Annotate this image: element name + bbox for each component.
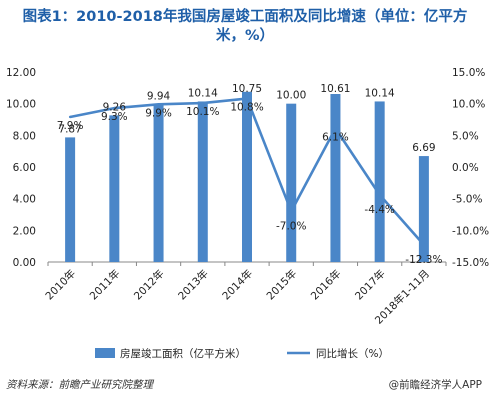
y-left-tick-label: 12.00 [6,67,36,79]
bar-value-label: 10.61 [320,83,350,95]
line-point [290,210,293,213]
line-point [378,193,381,197]
bar-value-label: 9.26 [103,101,127,113]
x-tick-label: 2017年 [352,267,388,303]
y-right-tick-label: 10.0% [452,99,485,111]
bar [65,137,76,262]
x-tick-label: 2011年 [87,267,123,303]
x-tick-label: 2014年 [220,267,256,303]
x-tick-label: 2010年 [43,267,79,303]
y-left-tick-label: 2.00 [13,225,36,237]
y-right-tick-label: 5.0% [452,130,479,142]
bar [330,94,341,262]
x-tick-label: 2012年 [131,267,167,303]
line-value-label: 10.8% [230,102,263,114]
y-right-tick-label: 15.0% [452,67,485,79]
line-point [68,115,72,119]
bar-series [65,91,429,263]
source-note: 资料来源：前瞻产业研究院整理 [6,379,153,391]
line-value-label: 9.3% [101,111,128,123]
legend-bar-swatch [95,348,115,358]
bar-value-label: 6.69 [412,142,435,154]
legend: 房屋竣工面积（亿平方米） 同比增长（%） [95,347,389,360]
line-point [201,101,204,105]
bar-value-label: 10.14 [188,87,218,99]
y-left-tick-label: 4.00 [13,194,36,206]
line-point [334,127,337,130]
bar [418,156,429,262]
legend-bar-label: 房屋竣工面积（亿平方米） [120,347,246,360]
y-right-tick-label: -10.0% [452,225,489,237]
y-left-tick-label: 0.00 [13,257,36,269]
bar [109,115,120,262]
line-value-label: 7.9% [57,120,84,132]
bar [242,91,252,263]
y-left-tick-label: 10.00 [6,99,36,111]
line-point [245,97,249,100]
line-value-label: 9.9% [145,107,172,119]
y-right-tick-label: -15.0% [452,257,489,269]
line-series [68,97,426,247]
bar [286,103,297,263]
bar [197,101,208,262]
x-tick-label: 2016年 [308,267,344,303]
line-point [422,243,426,247]
bar-value-label: 7.87 [58,123,81,135]
chart-title: 图表1：2010-2018年我国房屋竣工面积及同比增速（单位：亿平方米，%） [22,9,468,44]
bar [153,104,164,262]
bar-value-label: 10.75 [232,83,262,95]
bar-value-label: 10.00 [276,90,306,102]
x-tick-label: 2015年 [264,267,300,303]
y-left-tick-label: 6.00 [13,162,36,174]
y-left-tick-label: 8.00 [13,130,36,142]
y-right-tick-label: -5.0% [452,194,482,206]
bar-value-label: 10.14 [365,87,395,99]
brand-credit: @前瞻经济学人APP [388,379,482,391]
data-labels: 7.87 9.26 9.94 10.14 10.75 10.00 10.61 10.14 6.6… [57,83,443,266]
legend-line-label: 同比增长（%） [316,347,389,360]
x-tick-label: 2013年 [175,267,211,303]
line-value-label: -12.3% [405,254,442,266]
line-point [157,103,160,106]
line-value-label: -4.4% [364,204,394,216]
bar [374,101,385,262]
y-right-tick-label: 0.0% [452,162,479,174]
line-value-label: -7.0% [276,220,306,232]
bar-value-label: 9.94 [147,91,171,103]
line-value-label: 6.1% [322,131,349,143]
line-point [113,106,116,110]
line-value-label: 10.1% [186,106,219,118]
